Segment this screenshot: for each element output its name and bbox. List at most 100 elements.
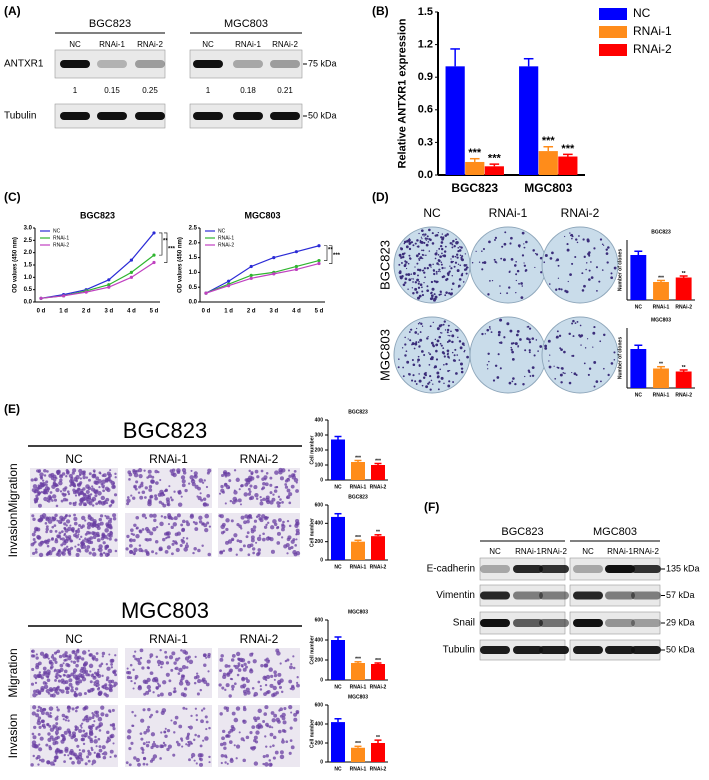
colony — [583, 255, 586, 258]
cell — [64, 514, 68, 518]
cell — [249, 484, 253, 488]
colony — [572, 319, 575, 323]
colony — [420, 236, 423, 238]
cell — [271, 693, 276, 698]
quant-label: 0.25 — [142, 86, 158, 95]
cell — [262, 497, 266, 502]
cell — [243, 492, 248, 497]
cell — [64, 686, 69, 691]
row-label: Invasion — [6, 714, 20, 759]
cell — [222, 741, 227, 746]
colony — [412, 281, 414, 283]
colony — [423, 241, 426, 244]
colony — [610, 362, 614, 365]
cell — [86, 755, 90, 759]
colony — [502, 258, 506, 262]
cell — [76, 760, 82, 765]
cell — [35, 527, 39, 531]
cell — [98, 745, 102, 748]
colony — [592, 332, 595, 334]
cell — [147, 725, 151, 729]
colony — [438, 270, 440, 273]
cell — [225, 706, 230, 710]
cell — [242, 667, 247, 672]
colony — [481, 268, 484, 271]
cell — [89, 493, 93, 496]
cell — [47, 519, 53, 524]
colony — [568, 381, 572, 385]
colony — [460, 370, 464, 374]
cell — [132, 496, 136, 500]
cell — [136, 657, 141, 662]
cell — [36, 720, 42, 726]
cell — [133, 682, 137, 685]
point — [294, 264, 298, 269]
cell — [66, 548, 70, 551]
cell — [154, 469, 158, 474]
series-line — [40, 262, 155, 299]
cell — [175, 547, 180, 553]
colony — [488, 326, 491, 328]
cell — [264, 762, 269, 767]
cell — [160, 666, 163, 669]
cell — [273, 670, 277, 675]
cell — [74, 653, 78, 657]
legend-label: RNAi-1 — [53, 235, 69, 241]
colony — [400, 262, 403, 264]
block-title: MGC803 — [121, 598, 209, 623]
colony — [459, 362, 463, 366]
cell — [58, 654, 63, 659]
colony — [412, 244, 415, 247]
cell — [95, 476, 100, 481]
colony — [515, 333, 519, 337]
cell — [165, 488, 168, 492]
y-tick-label: 600 — [315, 617, 324, 623]
cell — [135, 757, 140, 763]
colony — [437, 388, 440, 391]
cell — [148, 484, 153, 489]
colony — [401, 275, 404, 278]
size-label: 50 kDa — [308, 110, 337, 120]
cell — [183, 547, 188, 552]
cell — [53, 524, 57, 527]
colony — [409, 242, 411, 244]
colony — [427, 241, 430, 243]
cell — [172, 522, 178, 527]
colony — [438, 335, 442, 339]
blot-band — [233, 60, 263, 68]
cell — [260, 469, 264, 473]
colony — [428, 250, 431, 252]
colony — [444, 245, 447, 248]
colony — [578, 334, 581, 337]
colony — [504, 231, 507, 234]
colony — [443, 275, 446, 278]
cell — [84, 519, 87, 522]
colony — [497, 333, 501, 337]
cell — [190, 752, 196, 758]
cell — [186, 522, 191, 527]
colony — [570, 233, 574, 237]
cell — [98, 729, 102, 732]
cell — [97, 668, 100, 671]
colony — [446, 233, 449, 236]
cell — [218, 514, 222, 518]
colony — [574, 322, 577, 324]
cell — [289, 739, 293, 743]
cell — [82, 666, 87, 671]
colony — [488, 360, 490, 363]
cell — [35, 656, 39, 660]
cell — [103, 692, 107, 696]
cell — [54, 483, 59, 487]
colony — [571, 262, 574, 265]
chart-title: MGC803 — [348, 609, 368, 615]
cell — [152, 513, 157, 518]
colony — [405, 245, 409, 249]
cell — [166, 545, 171, 550]
cell — [108, 653, 111, 656]
quant-label: 1 — [73, 86, 78, 95]
cell — [204, 513, 210, 519]
cell — [250, 516, 253, 519]
cell — [174, 657, 179, 662]
cell — [76, 529, 81, 534]
colony — [408, 373, 411, 376]
